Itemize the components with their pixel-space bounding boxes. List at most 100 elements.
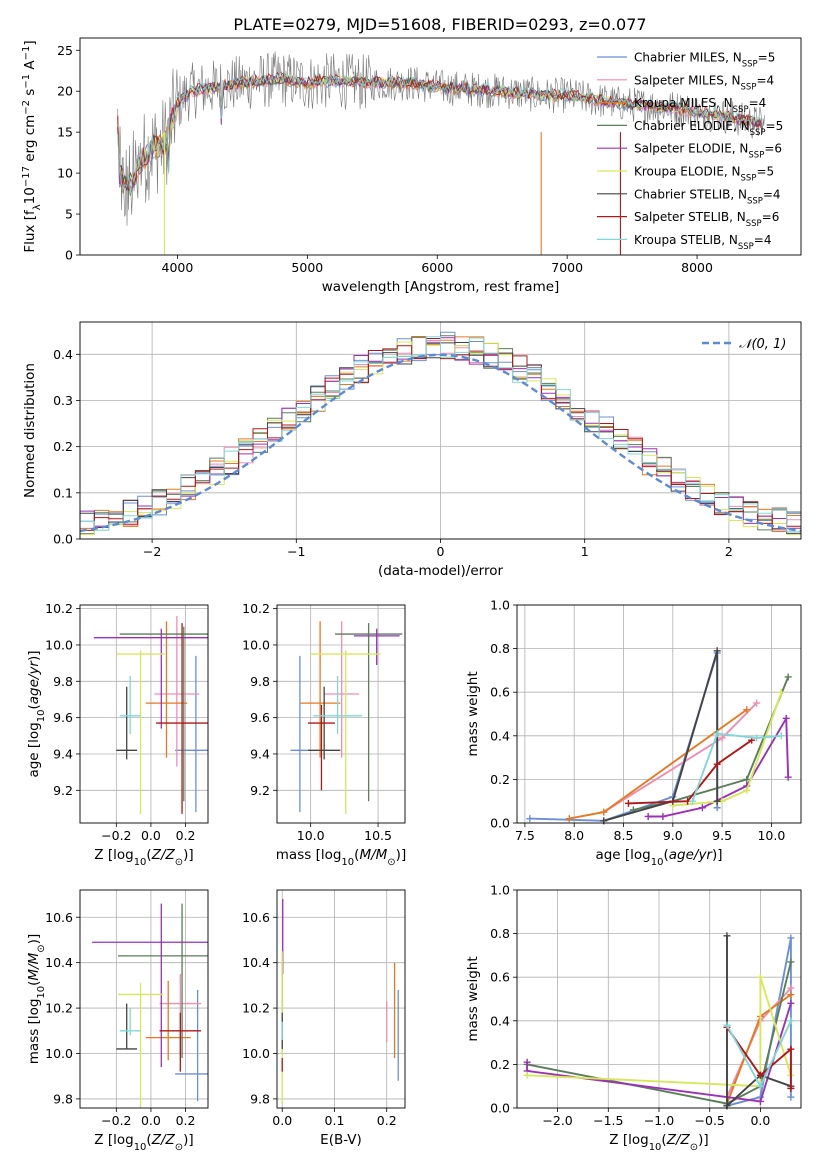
weight_vs_age-series-marker-3-3	[784, 673, 792, 681]
weight_vs_age-series-marker-4-2	[698, 804, 706, 812]
mass_vs_Z-xtick-label-0: −0.2	[101, 1113, 131, 1128]
weight_vs_Z-series-marker-7-2	[787, 1045, 795, 1053]
spectrum-ytick-label-5: 25	[57, 43, 73, 58]
weight_vs_age-xtick-label-5: 10.0	[757, 828, 785, 843]
mass_vs_ebv-ytick-label-1: 10.0	[242, 1046, 270, 1061]
mass_vs_Z-xlabel: Z [log10(Z/Z⊙)]	[94, 1132, 193, 1153]
mass_vs_Z-ytick-label-4: 10.6	[45, 910, 73, 925]
normal-legend-label: 𝒩(0, 1)	[739, 337, 786, 352]
weight_vs_age-series-marker-4-5	[784, 773, 792, 781]
residuals-ytick-label-4: 0.4	[53, 347, 73, 362]
age_vs_mass-ytick-label-4: 10.0	[242, 637, 270, 652]
weight_vs_age-xtick-label-2: 8.5	[614, 828, 634, 843]
weight_vs_Z-series-marker-7-3	[787, 1084, 795, 1092]
weight_vs_Z-series-line-6	[726, 935, 792, 1108]
residuals-xtick-label-2: 0	[437, 544, 445, 559]
residuals-ylabel: Normed distribution	[22, 363, 38, 498]
weight_vs_age-ytick-label-5: 1.0	[490, 598, 510, 613]
age_vs_Z-xtick-label-1: 0.0	[141, 828, 161, 843]
mass_vs_ebv-xtick-label-0: 0.0	[272, 1113, 292, 1128]
spectrum-ytick-label-2: 10	[57, 166, 73, 181]
age_vs_mass-xtick-label-1: 10.5	[364, 828, 392, 843]
residuals-ytick-label-2: 0.2	[53, 439, 73, 454]
weight_vs_Z-series-marker-0-3	[787, 1093, 795, 1101]
figure-title: PLATE=0279, MJD=51608, FIBERID=0293, z=0…	[233, 15, 646, 34]
weight_vs_Z-series-marker-4-3	[787, 999, 795, 1007]
weight_vs_Z-ytick-label-2: 0.4	[490, 1013, 510, 1028]
weight_vs_Z-series-marker-8-2	[787, 1017, 795, 1025]
mass_vs_ebv-ytick-label-3: 10.4	[242, 955, 270, 970]
weight_vs_age-series-marker-1-1	[718, 734, 726, 742]
weight_vs_Z-series-line-7	[726, 1026, 792, 1089]
spectrum-xtick-label-2: 6000	[421, 260, 453, 275]
weight_vs_Z-series-marker-7-1	[756, 1071, 764, 1079]
weight_vs_Z-series-marker-8-1	[756, 1082, 764, 1090]
spectrum-ytick-label-4: 20	[57, 84, 73, 99]
weight_vs_age-xtick-label-3: 9.0	[663, 828, 683, 843]
weight_vs_Z-series-marker-3-3	[787, 958, 795, 966]
mass_vs_ebv-ytick-label-2: 10.2	[242, 1001, 270, 1016]
legend-label-5: Kroupa ELODIE, NSSP=5	[634, 165, 774, 184]
residuals-legend: 𝒩(0, 1)	[702, 337, 786, 352]
weight_vs_age-frame	[516, 604, 802, 824]
weight_vs_age-series-marker-7-0	[624, 799, 632, 807]
age_vs_Z-xtick-label-0: −0.2	[101, 828, 131, 843]
weight_vs_Z-xtick-label-3: −0.5	[695, 1113, 725, 1128]
weight_vs_age-series-line-3	[633, 676, 790, 811]
spectrum-xlabel: wavelength [Angstrom, rest frame]	[322, 279, 560, 295]
weight_vs_Z-ylabel: mass weight	[465, 956, 481, 1041]
weight_vs_age-series-line-8	[691, 732, 782, 802]
weight_vs_Z-ytick-label-4: 0.8	[490, 926, 510, 941]
mass_vs_Z-frame	[79, 889, 209, 1109]
mass_vs_ebv-frame	[276, 889, 406, 1109]
legend-label-7: Salpeter STELIB, NSSP=6	[634, 210, 779, 229]
age_vs_Z-ytick-label-3: 9.8	[53, 674, 73, 689]
spectrum-ytick-label-1: 5	[65, 207, 73, 222]
mass_vs_ebv-xtick-label-1: 0.1	[325, 1113, 345, 1128]
weight_vs_age-series-marker-0-4	[713, 804, 721, 812]
weight_vs_age-ylabel: mass weight	[465, 671, 481, 756]
weight_vs_age-series-marker-0-0	[526, 815, 534, 823]
age_vs_mass-frame	[276, 604, 406, 824]
residuals-ytick-label-1: 0.1	[53, 485, 73, 500]
weight_vs_Z-series-marker-0-2	[787, 934, 795, 942]
weight_vs_age-series-marker-2-2	[743, 706, 751, 714]
legend-label-8: Kroupa STELIB, NSSP=4	[634, 233, 772, 252]
age_vs_mass-points	[290, 621, 403, 814]
weight_vs_Z-ytick-label-1: 0.2	[490, 1057, 510, 1072]
weight_vs_Z-series-marker-4-2	[756, 1097, 764, 1105]
weight_vs_Z-series-marker-1-2	[787, 984, 795, 992]
age_vs_Z-xlabel: Z [log10(Z/Z⊙)]	[94, 847, 193, 868]
mass_vs_Z-ytick-label-2: 10.2	[45, 1001, 73, 1016]
residual-histogram-8	[79, 336, 801, 539]
age_vs_Z-xtick-label-2: 0.2	[176, 828, 196, 843]
weight_vs_Z-series-marker-6-0	[723, 932, 731, 940]
mass_vs_ebv-ytick-label-4: 10.6	[242, 910, 270, 925]
legend-label-6: Chabrier STELIB, NSSP=4	[634, 187, 781, 206]
weight_vs_Z-ytick-label-3: 0.6	[490, 970, 510, 985]
spectrum-xtick-label-4: 8000	[681, 260, 713, 275]
mass_vs_ebv-points	[281, 899, 399, 1104]
weight_vs_Z-ytick-label-0: 0.0	[490, 1101, 510, 1116]
weight_vs_age-series-marker-6-3	[713, 797, 721, 805]
weight_vs_age-xlabel: age [log10(age/yr)]	[595, 847, 722, 868]
weight_vs_Z-xtick-label-4: 0.0	[750, 1113, 770, 1128]
age_vs_mass-ytick-label-5: 10.2	[242, 601, 270, 616]
spectrum-legend: Chabrier MILES, NSSP=5 Salpeter MILES, NS…	[597, 51, 783, 252]
weight_vs_age-series-marker-8-3	[777, 732, 785, 740]
weight_vs_Z-series-marker-5-2	[756, 973, 764, 981]
residuals-xtick-label-1: −1	[287, 544, 305, 559]
age_vs_Z-frame	[79, 604, 209, 824]
age_vs_mass-ytick-label-1: 9.4	[250, 746, 270, 761]
mass_vs_Z-points	[92, 903, 208, 1108]
mass_vs_ebv-xtick-label-2: 0.2	[377, 1113, 397, 1128]
weight_vs_age-series-marker-5-2	[743, 786, 751, 794]
spectrum-ytick-label-3: 15	[57, 125, 73, 140]
weight_vs_age-series-marker-4-0	[644, 812, 652, 820]
weight_vs_age-ytick-label-1: 0.2	[490, 772, 510, 787]
mass_vs_Z-ytick-label-3: 10.4	[45, 955, 73, 970]
age_vs_Z-panel: −0.2 0.0 0.2 9.2 9.4 9.6 9.8 10.0 10.2 Z [log10(Z…	[26, 601, 209, 868]
weight_vs_Z-series-line-5	[527, 976, 792, 1088]
weight_vs_Z-series-marker-4-0	[523, 1058, 531, 1066]
